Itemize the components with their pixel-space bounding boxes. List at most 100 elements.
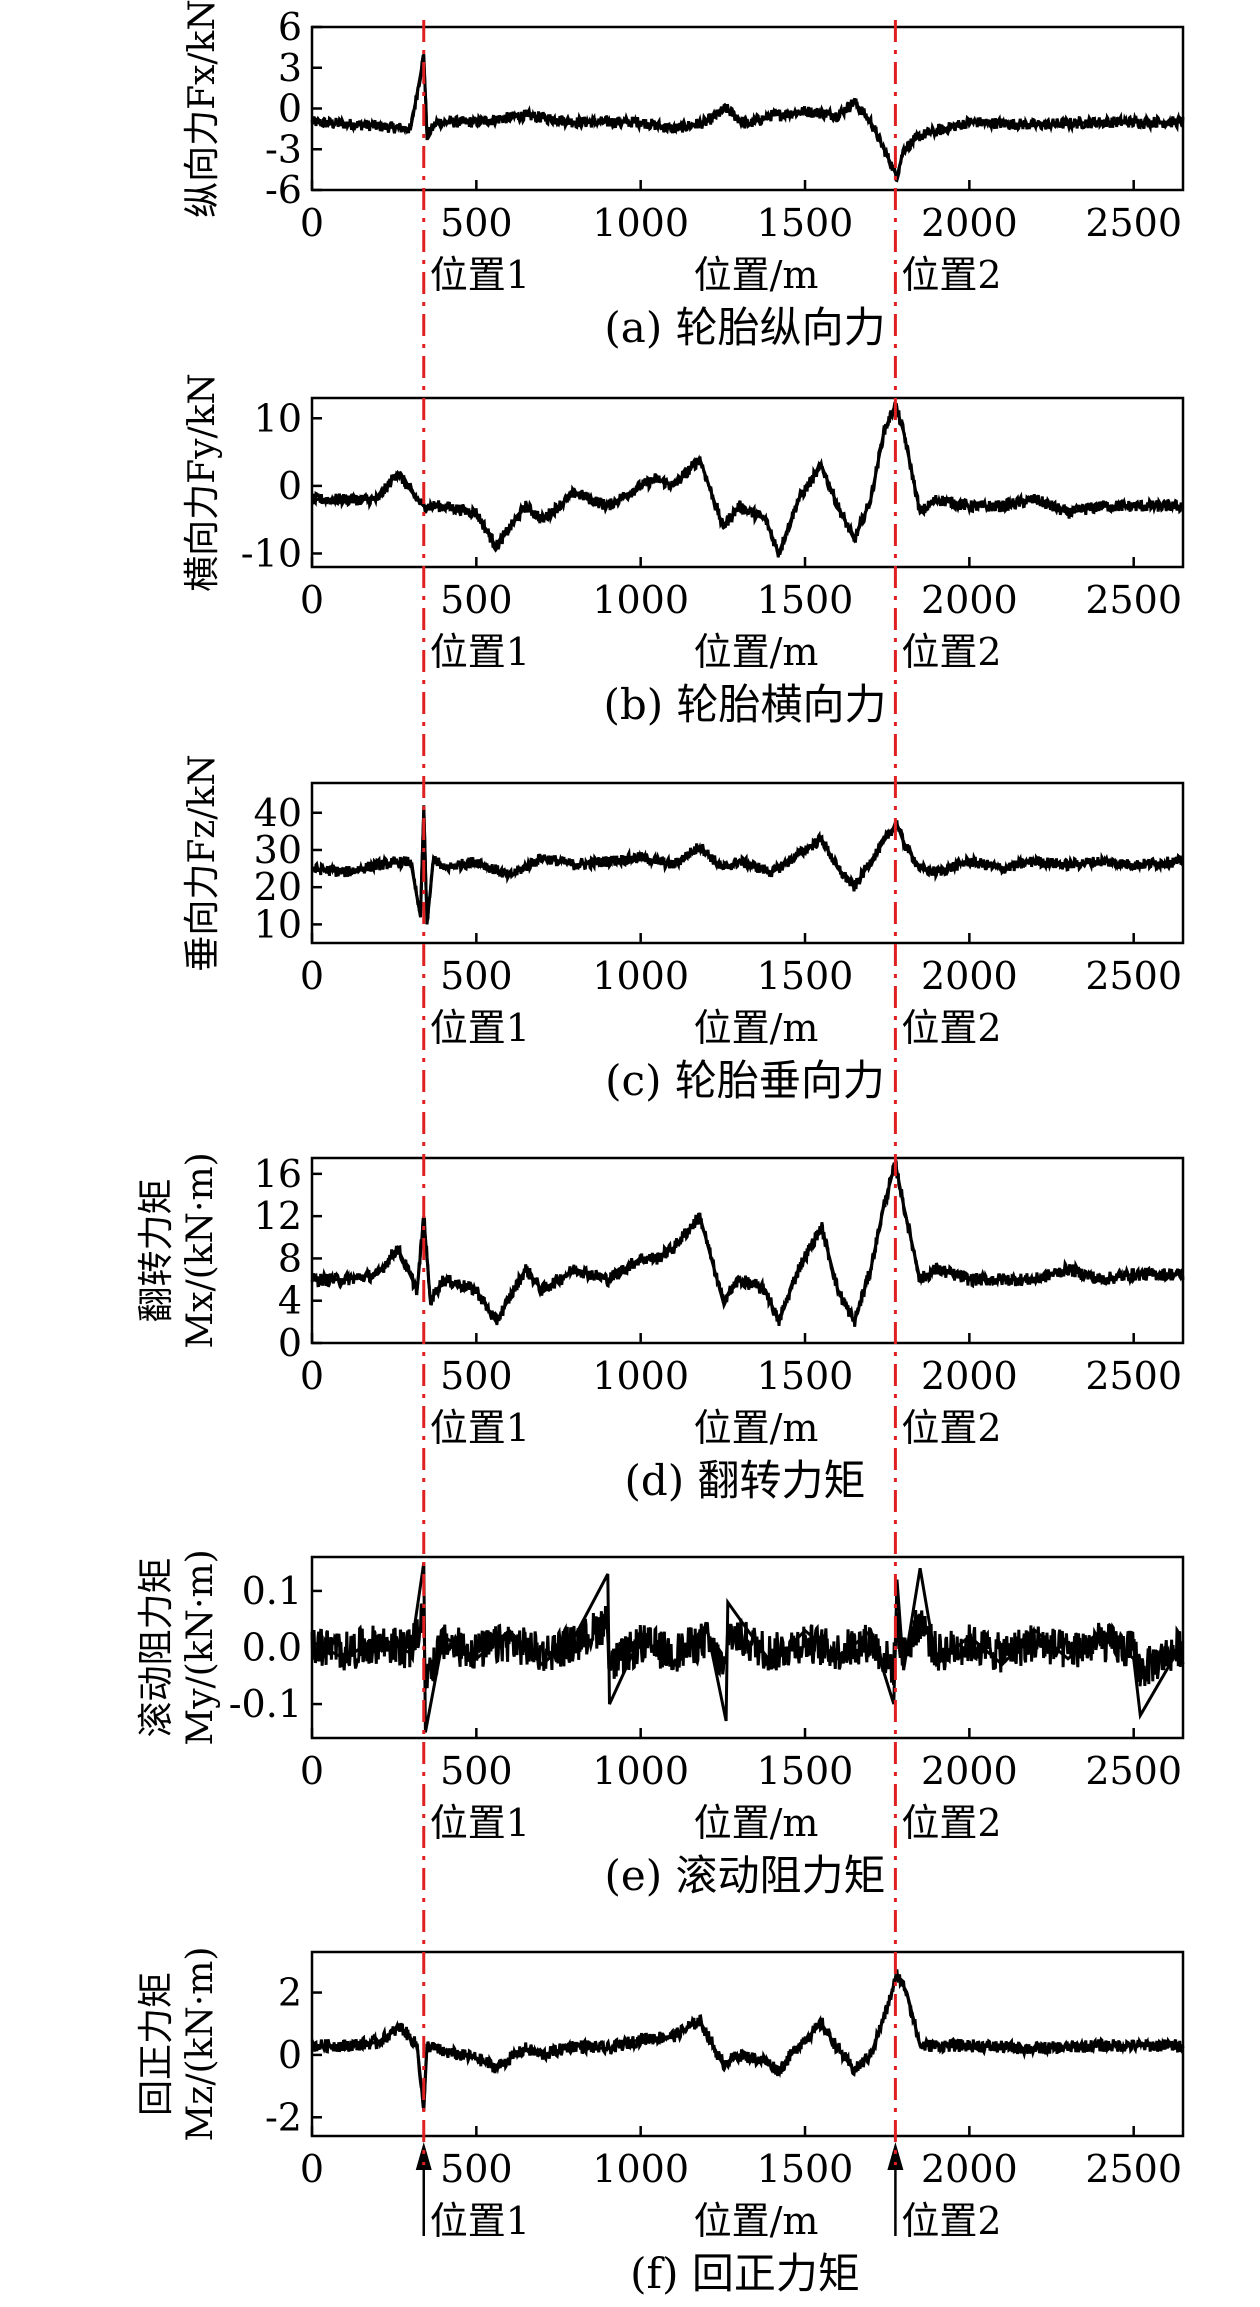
arrow-head-1	[415, 2142, 432, 2170]
y-tick-label-a: 3	[278, 46, 302, 90]
x-tick-label-e: 500	[440, 1749, 513, 1793]
panel-caption-f: (f) 回正力矩	[630, 2249, 860, 2298]
y-axis-label-line1-f: 回正力矩	[136, 1972, 177, 2116]
panel-caption-a: (a) 轮胎纵向力	[604, 303, 885, 352]
x-tick-label-c: 0	[300, 954, 324, 998]
y-tick-label-a: 6	[278, 5, 302, 49]
y-tick-label-e: -0.1	[229, 1682, 302, 1726]
x-tick-label-d: 1500	[757, 1354, 854, 1398]
marker-label-1-f: 位置1	[430, 2199, 530, 2243]
x-tick-label-d: 500	[440, 1354, 513, 1398]
y-tick-label-e: 0.0	[242, 1626, 302, 1670]
y-tick-label-d: 0	[278, 1321, 302, 1365]
x-axis-label-d: 位置/m	[694, 1406, 819, 1450]
x-tick-label-f: 2000	[921, 2147, 1018, 2191]
plot-frame-b	[310, 396, 1185, 569]
x-tick-label-b: 500	[440, 578, 513, 622]
y-axis-label-c: 垂向力Fz/kN	[182, 754, 223, 971]
x-tick-label-c: 2000	[921, 954, 1018, 998]
x-axis-label-f: 位置/m	[694, 2199, 819, 2243]
y-tick-label-d: 4	[278, 1279, 302, 1323]
marker-label-2-c: 位置2	[901, 1006, 1001, 1050]
y-tick-label-c: 40	[254, 791, 302, 835]
x-tick-label-e: 0	[300, 1749, 324, 1793]
x-tick-label-f: 1500	[757, 2147, 854, 2191]
y-tick-label-c: 10	[254, 902, 302, 946]
y-tick-label-e: 0.1	[242, 1569, 302, 1613]
x-axis-label-c: 位置/m	[694, 1006, 819, 1050]
series-keypoints-b	[312, 400, 1183, 558]
x-tick-label-a: 1000	[592, 201, 689, 245]
marker-label-1-a: 位置1	[430, 253, 530, 297]
series-line-b	[310, 401, 1185, 558]
arrow-head-2	[887, 2142, 904, 2170]
x-tick-label-b: 0	[300, 578, 324, 622]
series-keypoints-f	[312, 1969, 1183, 2112]
series-keypoints-d	[312, 1162, 1183, 1327]
x-tick-label-f: 500	[440, 2147, 513, 2191]
marker-label-1-c: 位置1	[430, 1006, 530, 1050]
y-axis-label-line1-d: 翻转力矩	[136, 1178, 177, 1322]
y-tick-label-a: 0	[278, 87, 302, 131]
y-tick-label-d: 12	[254, 1194, 302, 1238]
y-axis-label-a: 纵向力Fx/kN	[182, 0, 223, 218]
panel-caption-c: (c) 轮胎垂向力	[605, 1056, 885, 1105]
x-axis-label-a: 位置/m	[694, 253, 819, 297]
y-axis-label-line2-d: Mx/(kN·m)	[180, 1152, 221, 1348]
marker-label-2-e: 位置2	[901, 1801, 1001, 1845]
x-tick-label-d: 0	[300, 1354, 324, 1398]
panel-e: 0 500 1000 1500 2000 2500 0.1 0.0 -0.1 滚动阻力矩 My/(k…	[136, 1549, 1185, 1900]
x-tick-label-b: 1500	[757, 578, 854, 622]
x-tick-label-f: 1000	[592, 2147, 689, 2191]
series-line-f	[310, 1969, 1185, 2108]
plot-frame-f	[310, 1950, 1185, 2138]
plot-frame-d	[310, 1156, 1185, 1345]
y-tick-label-b: 0	[278, 464, 302, 508]
x-tick-label-c: 1500	[757, 954, 854, 998]
y-tick-label-f: -2	[265, 2095, 302, 2139]
y-tick-label-c: 30	[254, 828, 302, 872]
panel-caption-b: (b) 轮胎横向力	[603, 680, 886, 729]
y-tick-label-f: 0	[278, 2033, 302, 2077]
marker-label-1-d: 位置1	[430, 1406, 530, 1450]
x-axis-label-e: 位置/m	[694, 1801, 819, 1845]
x-tick-label-f: 2500	[1085, 2147, 1182, 2191]
series-keypoints-a	[311, 53, 1183, 181]
x-tick-label-c: 1000	[592, 954, 689, 998]
y-tick-label-d: 8	[278, 1236, 302, 1280]
x-tick-label-d: 2000	[921, 1354, 1018, 1398]
marker-label-1-e: 位置1	[430, 1801, 530, 1845]
x-tick-label-b: 1000	[592, 578, 689, 622]
panel-caption-e: (e) 滚动阻力矩	[605, 1851, 886, 1900]
series-keypoints-c	[311, 805, 1184, 925]
x-tick-label-b: 2500	[1085, 578, 1182, 622]
series-keypoints-e	[311, 1562, 1185, 1733]
y-axis-label-line2-e: My/(kN·m)	[180, 1549, 221, 1745]
x-tick-label-e: 2000	[921, 1749, 1018, 1793]
series-line-d	[310, 1159, 1185, 1327]
x-tick-label-a: 500	[440, 201, 513, 245]
x-tick-label-f: 0	[300, 2147, 324, 2191]
y-tick-label-c: 20	[254, 865, 302, 909]
x-tick-label-b: 2000	[921, 578, 1018, 622]
marker-label-2-d: 位置2	[901, 1406, 1001, 1450]
y-axis-label-line1-e: 滚动阻力矩	[136, 1557, 177, 1737]
plot-frame-c	[310, 781, 1185, 945]
panel-f: 0 500 1000 1500 2000 2500 2 0 -2 回正力矩 Mz/(kN·m) 位置1…	[136, 1947, 1185, 2298]
series-line-a	[310, 54, 1185, 183]
x-tick-label-c: 500	[440, 954, 513, 998]
x-tick-label-a: 2000	[921, 201, 1018, 245]
x-tick-label-a: 1500	[757, 201, 854, 245]
y-tick-label-a: -6	[265, 168, 302, 212]
marker-label-2-f: 位置2	[901, 2199, 1001, 2243]
y-tick-label-d: 16	[254, 1152, 302, 1196]
plot-frame-a	[310, 25, 1185, 192]
y-axis-label-b: 横向力Fy/kN	[182, 373, 223, 592]
x-tick-label-e: 1500	[757, 1749, 854, 1793]
marker-label-1-b: 位置1	[430, 630, 530, 674]
